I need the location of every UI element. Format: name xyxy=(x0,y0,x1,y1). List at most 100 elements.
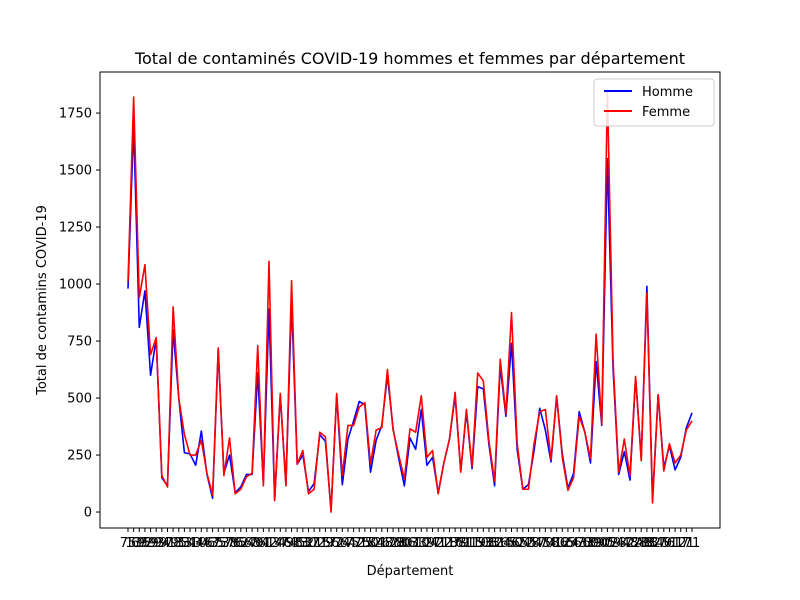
x-tick-label: 48 xyxy=(622,536,639,551)
x-tick-label: 65 xyxy=(560,536,577,551)
x-tick-label: 33 xyxy=(176,536,193,551)
x-tick-label: 51 xyxy=(351,536,368,551)
x-tick-label: 50 xyxy=(362,536,379,551)
x-tick-label: 76 xyxy=(249,536,266,551)
x-tick-label: 71 xyxy=(311,536,328,551)
x-tick-label: 16 xyxy=(447,536,464,551)
x-tick-label: 54 xyxy=(238,536,255,551)
x-tick-label: 28 xyxy=(390,536,407,551)
x-tick-label: 78 xyxy=(165,536,182,551)
x-tick-label: 61 xyxy=(667,536,684,551)
x-tick-label: 92 xyxy=(137,536,154,551)
x-tick-label: 89 xyxy=(588,536,605,551)
chart-title: Total de contaminés COVID-19 hommes et f… xyxy=(134,49,685,68)
x-tick-label: 04 xyxy=(515,536,532,551)
x-tick-label: 15 xyxy=(498,536,515,551)
y-tick-label: 1000 xyxy=(59,278,92,293)
x-tick-label: 23 xyxy=(610,536,627,551)
x-tick-label: 75 xyxy=(120,536,137,551)
legend-label-femme: Femme xyxy=(642,105,690,120)
x-tick-label: 74 xyxy=(334,536,351,551)
x-tick-label: 03 xyxy=(402,536,419,551)
x-tick-label: 31 xyxy=(182,536,199,551)
x-tick-label: 32 xyxy=(486,536,503,551)
x-tick-label: 46 xyxy=(503,536,520,551)
x-tick-label: 63 xyxy=(283,536,300,551)
x-tick-label: 94 xyxy=(154,536,171,551)
x-tick-label: 71 xyxy=(684,536,701,551)
x-tick-label: 27 xyxy=(424,536,441,551)
x-tick-label: 58 xyxy=(543,536,560,551)
ticks-layer: 0250500750100012501500175075136992599394… xyxy=(59,107,700,551)
x-tick-label: 06 xyxy=(199,536,216,551)
x-tick-label: 17 xyxy=(672,536,689,551)
y-tick-label: 0 xyxy=(84,506,92,521)
x-tick-label: 47 xyxy=(616,536,633,551)
x-tick-label: 81 xyxy=(458,536,475,551)
y-tick-label: 1750 xyxy=(59,107,92,122)
x-tick-label: 41 xyxy=(430,536,447,551)
x-tick-label: 62 xyxy=(233,536,250,551)
y-tick-label: 500 xyxy=(67,392,92,407)
x-axis-label: Département xyxy=(367,564,454,579)
x-tick-label: 36 xyxy=(492,536,509,551)
x-tick-label: 59 xyxy=(142,536,159,551)
x-tick-label: 69 xyxy=(131,536,148,551)
x-tick-label: 52 xyxy=(509,536,526,551)
x-tick-label: 14 xyxy=(266,536,283,551)
x-tick-label: 90 xyxy=(593,536,610,551)
x-tick-label: 35 xyxy=(210,536,227,551)
x-tick-label: 26 xyxy=(374,536,391,551)
x-tick-label: 30 xyxy=(300,536,317,551)
x-tick-label: 60 xyxy=(582,536,599,551)
x-tick-label: 86 xyxy=(385,536,402,551)
x-tick-label: 84 xyxy=(368,536,385,551)
x-tick-label: 88 xyxy=(639,536,656,551)
x-tick-label: 49 xyxy=(278,536,295,551)
x-tick-label: 24 xyxy=(526,536,543,551)
x-tick-label: 12 xyxy=(554,536,571,551)
x-tick-label: 05 xyxy=(599,536,616,551)
x-tick-label: 61 xyxy=(407,536,424,551)
x-tick-label: 44 xyxy=(187,536,204,551)
lines-layer xyxy=(127,89,693,513)
x-tick-label: 83 xyxy=(295,536,312,551)
x-tick-label: 73 xyxy=(577,536,594,551)
series-line-femme xyxy=(127,89,693,513)
x-tick-label: 34 xyxy=(193,536,210,551)
y-axis-label: Total de contamins COVID-19 xyxy=(35,205,50,396)
x-tick-label: 39 xyxy=(419,536,436,551)
x-tick-label: 11 xyxy=(464,536,481,551)
x-tick-label: 2A xyxy=(627,536,644,551)
x-tick-label: 51 xyxy=(661,536,678,551)
x-tick-label: 19 xyxy=(469,536,486,551)
x-tick-label: 10 xyxy=(413,536,430,551)
x-tick-label: 82 xyxy=(644,536,661,551)
x-tick-label: 72 xyxy=(328,536,345,551)
x-tick-label: 43 xyxy=(571,536,588,551)
x-tick-label: 29 xyxy=(317,536,334,551)
y-tick-label: 1500 xyxy=(59,164,92,179)
x-tick-label: 22 xyxy=(436,536,453,551)
legend-label-homme: Homme xyxy=(642,85,693,100)
x-tick-label: 13 xyxy=(125,536,142,551)
x-tick-label: 38 xyxy=(221,536,238,551)
x-tick-label: 42 xyxy=(261,536,278,551)
x-tick-label: 21 xyxy=(306,536,323,551)
y-tick-label: 750 xyxy=(67,335,92,350)
x-tick-label: 87 xyxy=(531,536,548,551)
x-tick-label: 09 xyxy=(605,536,622,551)
x-tick-label: 57 xyxy=(216,536,233,551)
x-tick-label: 45 xyxy=(289,536,306,551)
x-tick-label: 67 xyxy=(204,536,221,551)
x-tick-label: 01 xyxy=(255,536,272,551)
x-tick-label: 17 xyxy=(379,536,396,551)
x-tick-label: 64 xyxy=(340,536,357,551)
x-tick-label: 91 xyxy=(159,536,176,551)
x-tick-label: 80 xyxy=(396,536,413,551)
x-tick-label: 55 xyxy=(520,536,537,551)
x-tick-label: 40 xyxy=(656,536,673,551)
x-tick-label: 77 xyxy=(345,536,362,551)
x-tick-label: 21 xyxy=(678,536,695,551)
